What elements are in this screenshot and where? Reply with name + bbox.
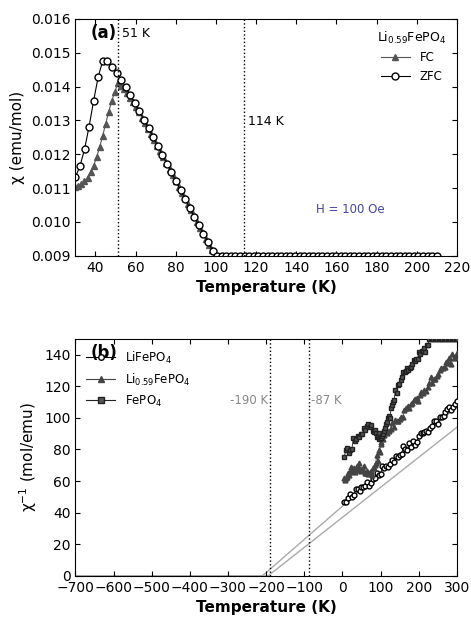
- X-axis label: Temperature (K): Temperature (K): [196, 600, 336, 615]
- Text: -190 K: -190 K: [230, 394, 268, 407]
- Text: 51 K: 51 K: [122, 28, 150, 41]
- Y-axis label: χ (emu/mol): χ (emu/mol): [10, 91, 25, 184]
- Text: 114 K: 114 K: [248, 115, 284, 128]
- Y-axis label: χ$^{-1}$ (mol/emu): χ$^{-1}$ (mol/emu): [17, 403, 39, 512]
- Legend: FC, ZFC: FC, ZFC: [372, 24, 451, 88]
- X-axis label: Temperature (K): Temperature (K): [196, 280, 336, 295]
- Legend: LiFePO$_4$, Li$_{0.59}$FePO$_4$, FePO$_4$: LiFePO$_4$, Li$_{0.59}$FePO$_4$, FePO$_4…: [81, 345, 195, 413]
- Text: (b): (b): [90, 344, 117, 362]
- Text: H = 100 Oe: H = 100 Oe: [316, 203, 384, 216]
- Text: -87 K: -87 K: [311, 394, 342, 407]
- Text: (a): (a): [90, 24, 117, 42]
